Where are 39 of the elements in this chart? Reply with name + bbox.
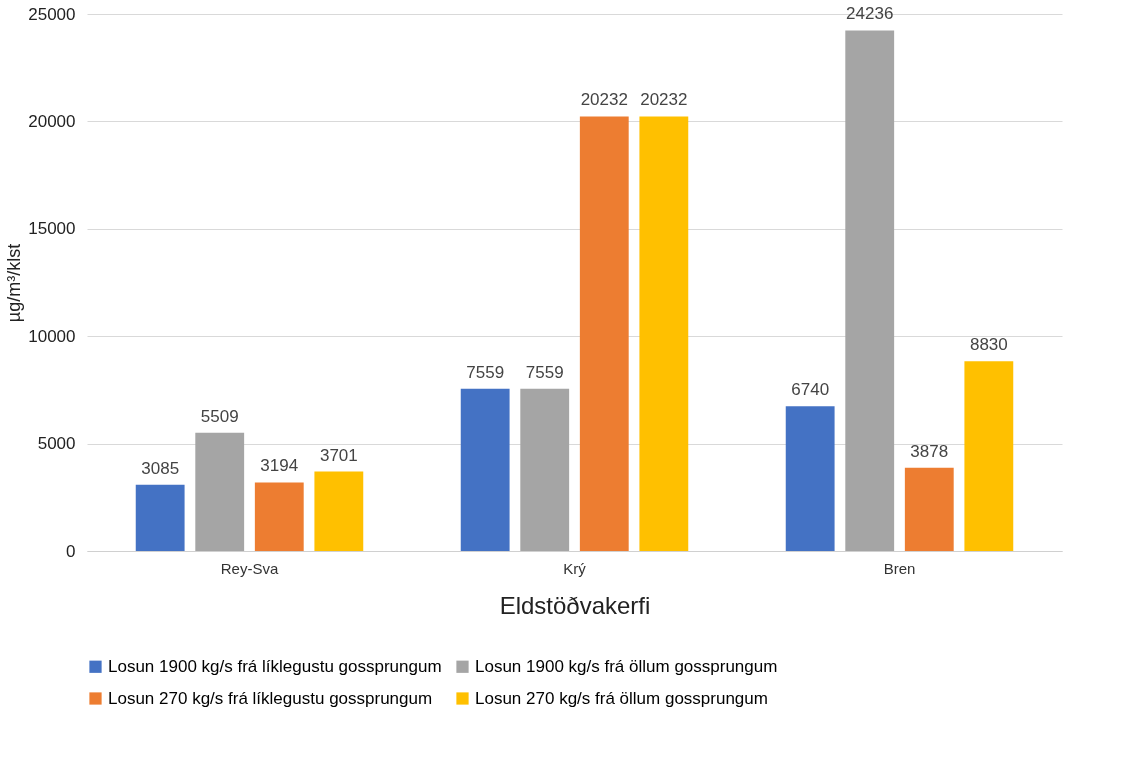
data-label: 7559 <box>466 362 505 382</box>
data-label: 3085 <box>141 458 180 478</box>
legend-label: Losun 270 kg/s frá öllum gossprungum <box>475 688 768 708</box>
x-tick-label: Rey-Sva <box>220 559 279 577</box>
y-tick-label: 20000 <box>28 111 76 131</box>
bar <box>785 406 835 551</box>
bar <box>254 482 304 551</box>
legend-label: Losun 1900 kg/s frá líklegustu gossprungum <box>108 656 442 676</box>
bar <box>135 484 185 551</box>
x-axis-title: Eldstöðvakerfi <box>499 591 651 619</box>
data-label: 7559 <box>525 362 564 382</box>
y-tick-label: 10000 <box>28 326 76 346</box>
data-label: 6740 <box>791 380 830 400</box>
y-tick-label: 0 <box>66 541 76 561</box>
bar <box>195 432 245 551</box>
bar <box>964 361 1014 551</box>
y-tick-label: 25000 <box>28 4 76 24</box>
data-label: 5509 <box>200 406 239 426</box>
data-label: 3701 <box>319 445 358 465</box>
x-tick-label: Krý <box>563 559 587 577</box>
bar <box>460 388 510 551</box>
data-label: 8830 <box>969 335 1008 355</box>
data-label: 3878 <box>910 441 949 461</box>
data-label: 20232 <box>580 90 628 110</box>
y-tick-label: 5000 <box>37 434 76 454</box>
data-label: 24236 <box>846 4 894 24</box>
y-axis-title: µg/m³/klst <box>4 243 25 323</box>
bar <box>314 471 364 551</box>
data-label: 3194 <box>260 456 299 476</box>
legend-label: Losun 270 kg/s frá líklegustu gossprungum <box>108 688 433 708</box>
bar <box>845 30 895 551</box>
legend-label: Losun 1900 kg/s frá öllum gossprungum <box>475 656 778 676</box>
bar <box>579 116 629 551</box>
x-tick-label: Bren <box>883 559 916 577</box>
y-tick-label: 15000 <box>28 219 76 239</box>
bar <box>520 388 570 551</box>
bar <box>639 116 689 551</box>
bar <box>904 467 954 551</box>
data-label: 20232 <box>640 90 688 110</box>
